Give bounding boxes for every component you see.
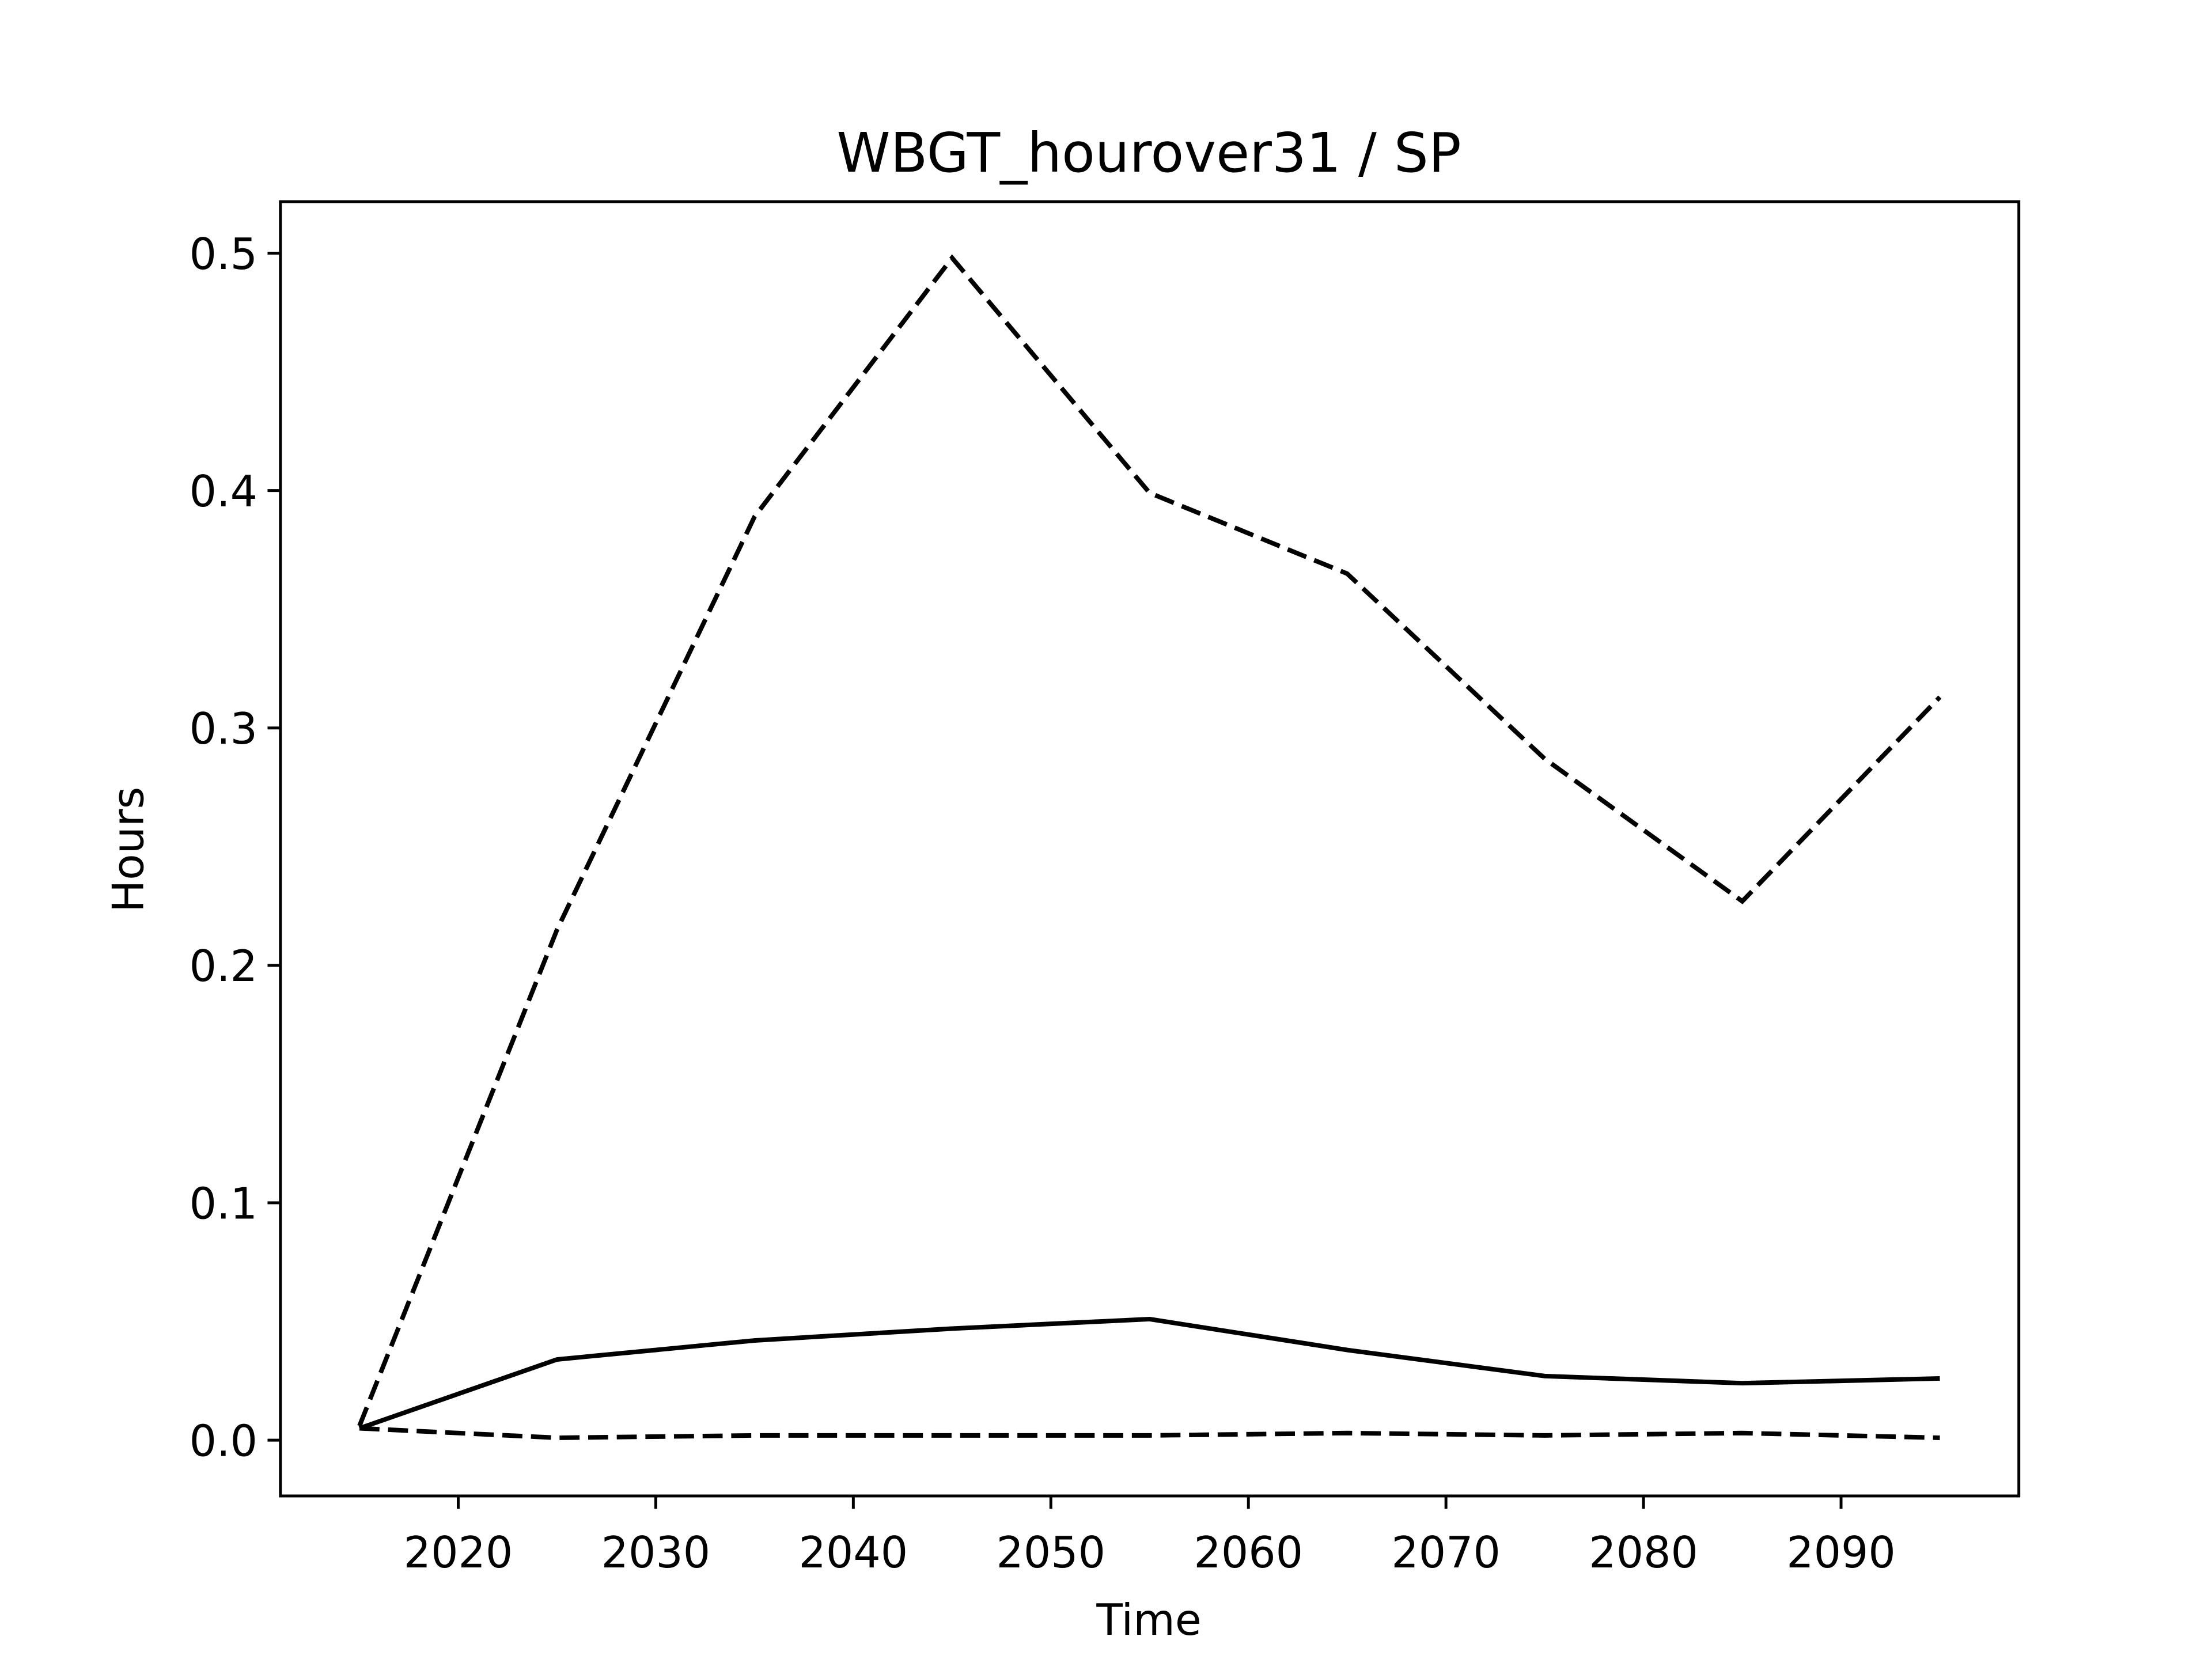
series-line [357, 254, 1942, 1427]
x-tick-label: 2040 [799, 1528, 908, 1578]
x-axis-label: Time [1096, 1595, 1201, 1645]
y-axis-label: Hours [103, 787, 153, 912]
y-tick-label: 0.5 [190, 229, 257, 279]
x-tick-label: 2020 [404, 1528, 513, 1578]
y-tick-label: 0.1 [190, 1179, 257, 1229]
plot-frame [279, 200, 2021, 1498]
x-tick-label: 2030 [601, 1528, 711, 1578]
x-tick-label: 2090 [1786, 1528, 1896, 1578]
y-tick-label: 0.2 [190, 941, 257, 991]
x-tick-label: 2080 [1589, 1528, 1698, 1578]
y-tick-label: 0.4 [190, 467, 257, 517]
y-tick-label: 0.0 [190, 1416, 257, 1466]
x-tick-label: 2070 [1391, 1528, 1501, 1578]
x-tick-label: 2060 [1194, 1528, 1303, 1578]
series-line [359, 1426, 1940, 1440]
y-tick-label: 0.3 [190, 704, 257, 754]
x-tick-label: 2050 [996, 1528, 1105, 1578]
chart-title: WBGT_hourover31 / SP [836, 122, 1461, 185]
series-line [358, 1316, 1940, 1431]
